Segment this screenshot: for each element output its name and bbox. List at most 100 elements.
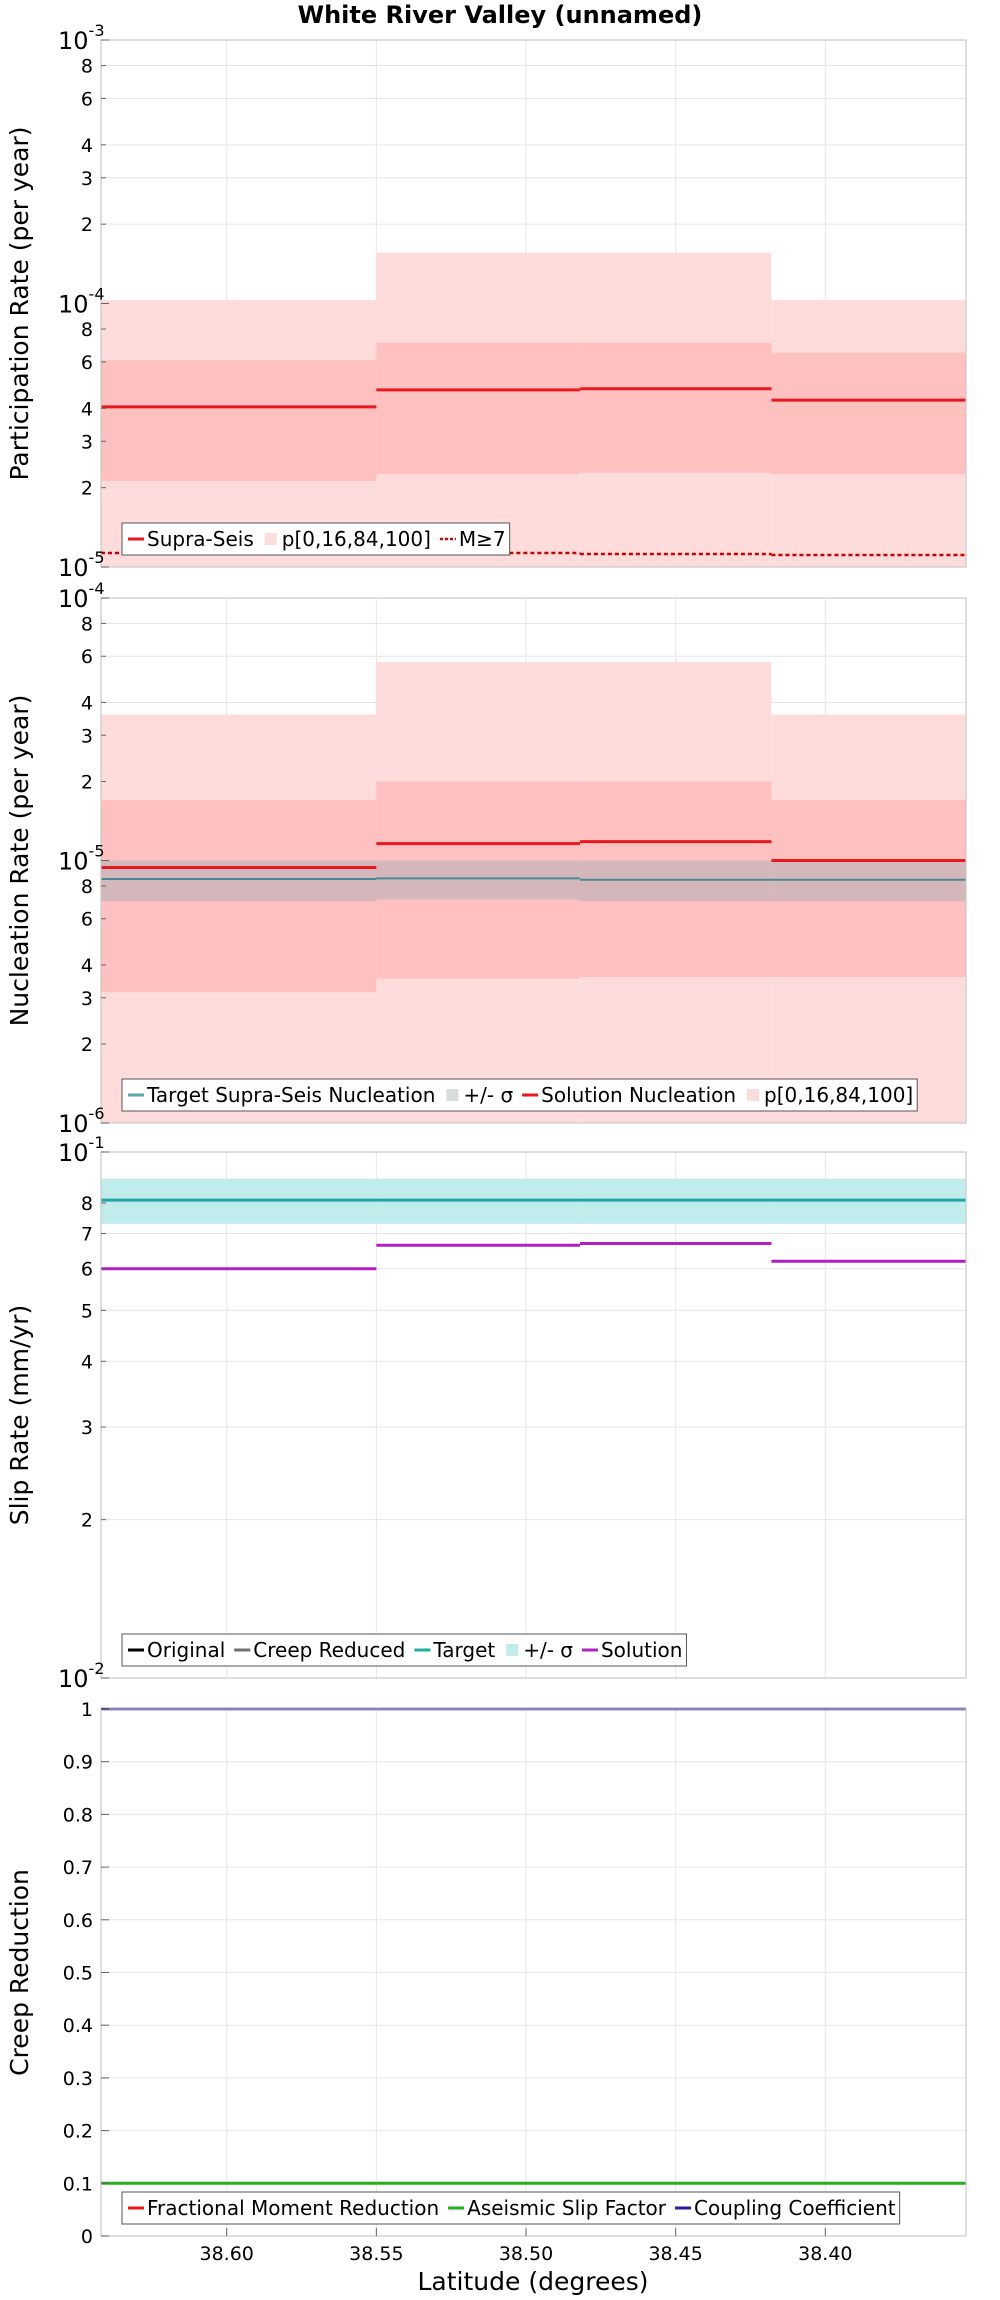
legend: Fractional Moment Reduction Aseismic Slip…: [121, 2191, 901, 2225]
y-tick-label: 0.9: [63, 1752, 93, 1774]
y-axis-label: Nucleation Rate (per year): [5, 695, 34, 1027]
band-segment: [771, 352, 966, 475]
panel-creep: 0 0.1 0.2 0.3 0.4 0.5 0.6 0.7 0.8 0.9 1 Creep Reduc…: [5, 1699, 967, 2248]
y-tick-label: 0.4: [63, 2015, 93, 2037]
legend-symbol: [446, 1089, 459, 1101]
y-tick-base: 10: [58, 291, 89, 319]
y-tick-label: 0: [81, 2226, 93, 2248]
y-tick-label: 4: [81, 692, 93, 714]
legend-label: M≥7: [459, 527, 506, 551]
y-tick-label: 8: [81, 319, 93, 341]
x-tick-label: 38.45: [648, 2243, 702, 2265]
y-tick-label: 0.8: [63, 1804, 93, 1826]
legend: Target Supra-Seis Nucleation +/- σ Solutio…: [121, 1078, 918, 1112]
y-tick-label: 8: [81, 56, 93, 78]
y-tick-label: 10-4: [58, 579, 105, 613]
y-tick-label: 3: [81, 1417, 93, 1439]
y-tick-base: 10: [58, 1139, 89, 1167]
y-tick-label: 10-6: [58, 1104, 105, 1138]
y-tick-label: 4: [81, 1351, 93, 1373]
legend-label: Fractional Moment Reduction: [147, 2196, 439, 2220]
legend-swatch: [506, 1644, 519, 1656]
y-tick-exponent: -3: [89, 21, 105, 40]
y-tick-label: 0.6: [63, 1910, 93, 1932]
y-tick-label: 6: [81, 909, 93, 931]
y-tick-label: 2: [81, 771, 93, 793]
y-tick-label: 4: [81, 398, 93, 420]
x-tick-label: 38.60: [200, 2243, 254, 2265]
y-tick-label: 8: [81, 613, 93, 635]
y-tick-exponent: -4: [89, 285, 105, 304]
y-tick-label: 1: [81, 1699, 93, 1721]
band-segment: [579, 860, 772, 902]
band-segment: [771, 860, 966, 902]
y-tick-label: 8: [81, 1193, 93, 1215]
legend-label: Solution: [601, 1638, 682, 1662]
y-tick-exponent: -1: [89, 1133, 105, 1152]
y-tick-label: 10-3: [58, 21, 105, 55]
x-ticks: 38.60 38.55 38.50 38.45 38.40: [200, 2228, 853, 2265]
legend: Supra-Seis p[0,16,84,100] M≥7: [121, 522, 511, 556]
y-tick-base: 10: [58, 1665, 89, 1693]
y-tick-label: 8: [81, 876, 93, 898]
legend-label: Original: [147, 1638, 225, 1662]
band-segment: [101, 360, 377, 482]
y-tick-label: 4: [81, 135, 93, 157]
legend-symbol: [747, 1089, 760, 1101]
y-axis-label: Slip Rate (mm/yr): [5, 1305, 34, 1526]
legend-symbol: [506, 1644, 519, 1656]
y-tick-label: 3: [81, 725, 93, 747]
legend-label: Solution Nucleation: [541, 1083, 736, 1107]
y-tick-label: 3: [81, 431, 93, 453]
y-tick-exponent: -5: [89, 548, 105, 567]
legend-label: p[0,16,84,100]: [764, 1083, 913, 1107]
legend-box: [121, 1078, 918, 1112]
y-tick-label: 7: [81, 1223, 93, 1245]
y-tick-label: 6: [81, 352, 93, 374]
y-tick-label: 0.3: [63, 2068, 93, 2090]
legend-label: Creep Reduced: [253, 1638, 405, 1662]
chart-title: White River Valley (unnamed): [298, 1, 703, 29]
legend-label: Target: [432, 1638, 495, 1662]
y-tick-label: 10-4: [58, 285, 105, 319]
y-tick-exponent: -2: [89, 1659, 105, 1678]
y-tick-label: 0.1: [63, 2173, 93, 2195]
y-tick-label: 0.5: [63, 1963, 93, 1985]
y-tick-label: 2: [81, 214, 93, 236]
y-tick-base: 10: [58, 1110, 89, 1138]
y-tick-exponent: -4: [89, 579, 105, 598]
y-tick-label: 6: [81, 1259, 93, 1281]
y-tick-base: 10: [58, 585, 89, 613]
y-tick-label: 3: [81, 168, 93, 190]
legend-swatch: [446, 1089, 459, 1101]
legend-label: +/- σ: [523, 1638, 573, 1662]
legend-label: Target Supra-Seis Nucleation: [146, 1083, 435, 1107]
y-axis-label: Participation Rate (per year): [5, 126, 34, 480]
y-tick-label: 0.2: [63, 2121, 93, 2143]
x-tick-label: 38.55: [349, 2243, 403, 2265]
y-tick-base: 10: [58, 554, 89, 582]
x-tick-label: 38.40: [798, 2243, 852, 2265]
legend-box: [121, 2191, 901, 2225]
y-tick-label: 3: [81, 988, 93, 1010]
band-segment: [376, 342, 580, 475]
y-tick-label: 10-1: [58, 1133, 105, 1167]
x-tick-label: 38.50: [499, 2243, 553, 2265]
plot-frame: [100, 1151, 967, 1679]
x-axis-label: Latitude (degrees): [418, 2267, 649, 2296]
y-tick-label: 6: [81, 88, 93, 110]
y-axis-label: Creep Reduction: [5, 1869, 34, 2076]
y-tick-label: 2: [81, 1034, 93, 1056]
y-tick-label: 2: [81, 1510, 93, 1532]
legend-label: +/- σ: [463, 1083, 513, 1107]
y-tick-label: 0.7: [63, 1857, 93, 1879]
y-tick-label: 5: [81, 1300, 93, 1322]
legend: Original Creep Reduced Target +/- σ Solution: [121, 1633, 687, 1667]
y-tick-label: 6: [81, 646, 93, 668]
legend-label: p[0,16,84,100]: [282, 527, 431, 551]
y-tick-base: 10: [58, 848, 89, 876]
y-tick-label: 10-5: [58, 842, 105, 876]
